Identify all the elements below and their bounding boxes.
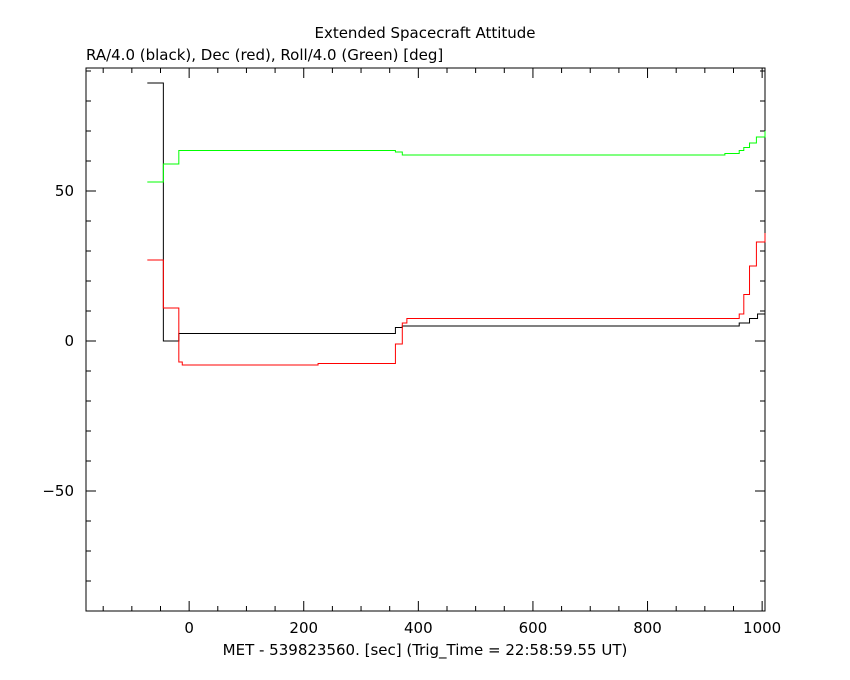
x-axis-label: MET - 539823560. [sec] (Trig_Time = 22:5… [223,641,628,660]
x-tick-label: 0 [184,619,194,637]
x-tick-label: 600 [519,619,548,637]
series-line-2 [147,131,766,183]
x-tick-label: 400 [404,619,433,637]
x-tick-label: 800 [633,619,662,637]
major-ticks [86,68,765,611]
y-tick-label: 0 [64,332,74,350]
chart-subtitle: RA/4.0 (black), Dec (red), Roll/4.0 (Gre… [86,46,443,64]
x-tick-label: 200 [289,619,318,637]
plot-frame [85,67,766,612]
y-tick-label: −50 [42,482,74,500]
x-tick-labels: 0 200 400 600 800 1000 [184,619,781,637]
y-tick-labels: −50 0 50 [42,182,74,500]
x-tick-label: 1000 [743,619,781,637]
minor-ticks [86,68,765,612]
y-tick-label: 50 [55,182,74,200]
series-line-1 [147,233,766,366]
series-group [147,82,766,366]
chart-title: Extended Spacecraft Attitude [314,24,535,42]
series-line-0 [147,82,766,342]
